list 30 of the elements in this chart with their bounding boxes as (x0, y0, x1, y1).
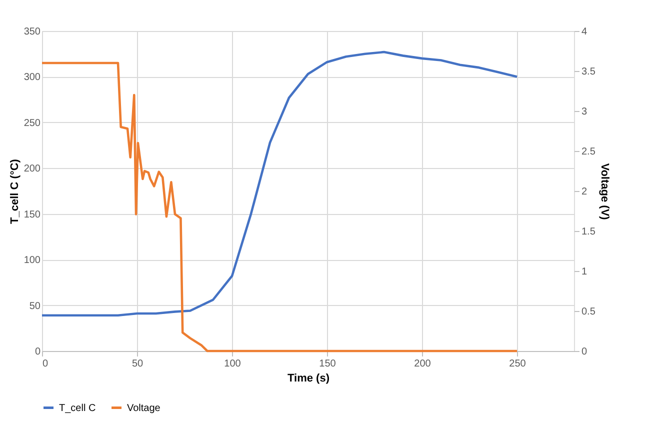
legend-label: Voltage (127, 402, 161, 414)
y2-tick-label: 0 (582, 346, 588, 358)
x-tick-label: 50 (132, 358, 144, 370)
y2-tick-label: 2.5 (582, 146, 596, 158)
x-tick-label: 100 (224, 358, 242, 370)
y-tick-label: 0 (34, 346, 41, 358)
y-tick-label: 350 (24, 26, 41, 38)
y-tick-label: 50 (29, 300, 41, 312)
legend-label: T_cell C (59, 402, 96, 414)
y2-tick-label: 1 (582, 266, 588, 278)
x-tick-label: 200 (414, 358, 432, 370)
y-tick-label: 150 (24, 209, 41, 220)
y-tick-label: 200 (24, 164, 41, 175)
y2-tick-label: 4 (582, 26, 588, 38)
y-tick-label: 250 (24, 118, 41, 129)
y-tick-label: 300 (24, 72, 41, 84)
x-axis-title: Time (s) (288, 372, 330, 384)
y2-tick-label: 2 (582, 186, 588, 198)
y2-axis-title: Voltage (V) (598, 163, 610, 220)
y2-tick-label: 0.5 (582, 306, 596, 318)
y2-tick-label: 1.5 (582, 226, 596, 238)
x-tick-label: 0 (42, 358, 48, 370)
y2-tick-label: 3 (582, 106, 588, 118)
line-series (40, 50, 518, 316)
line-series (40, 62, 518, 352)
x-tick-label: 150 (319, 358, 336, 370)
x-tick-label: 250 (509, 358, 526, 370)
y-axis-title: T_cell C (°C) (8, 158, 21, 224)
y2-tick-label: 3.5 (582, 66, 596, 78)
y-tick-label: 100 (24, 255, 41, 266)
